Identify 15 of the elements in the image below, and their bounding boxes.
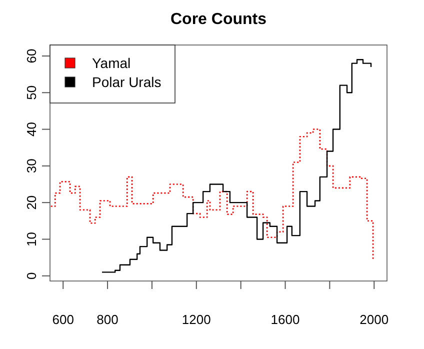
x-tick-label: 2000 (360, 312, 389, 327)
y-tick-label: 20 (24, 195, 39, 210)
y-tick-label: 0 (24, 272, 39, 280)
legend-label: Yamal (92, 55, 131, 71)
chart-title: Core Counts (170, 11, 267, 28)
x-tick-label: 800 (96, 312, 118, 327)
y-tick-label: 40 (24, 122, 39, 137)
x-tick-label: 1200 (182, 312, 211, 327)
x-tick-label: 600 (52, 312, 74, 327)
y-tick-label: 10 (24, 232, 39, 246)
y-tick-label: 50 (24, 85, 39, 100)
y-tick-label: 30 (24, 158, 39, 174)
y-tick-label: 60 (24, 48, 39, 64)
legend-label: Polar Urals (92, 74, 162, 90)
x-tick-label: 1600 (270, 312, 300, 327)
